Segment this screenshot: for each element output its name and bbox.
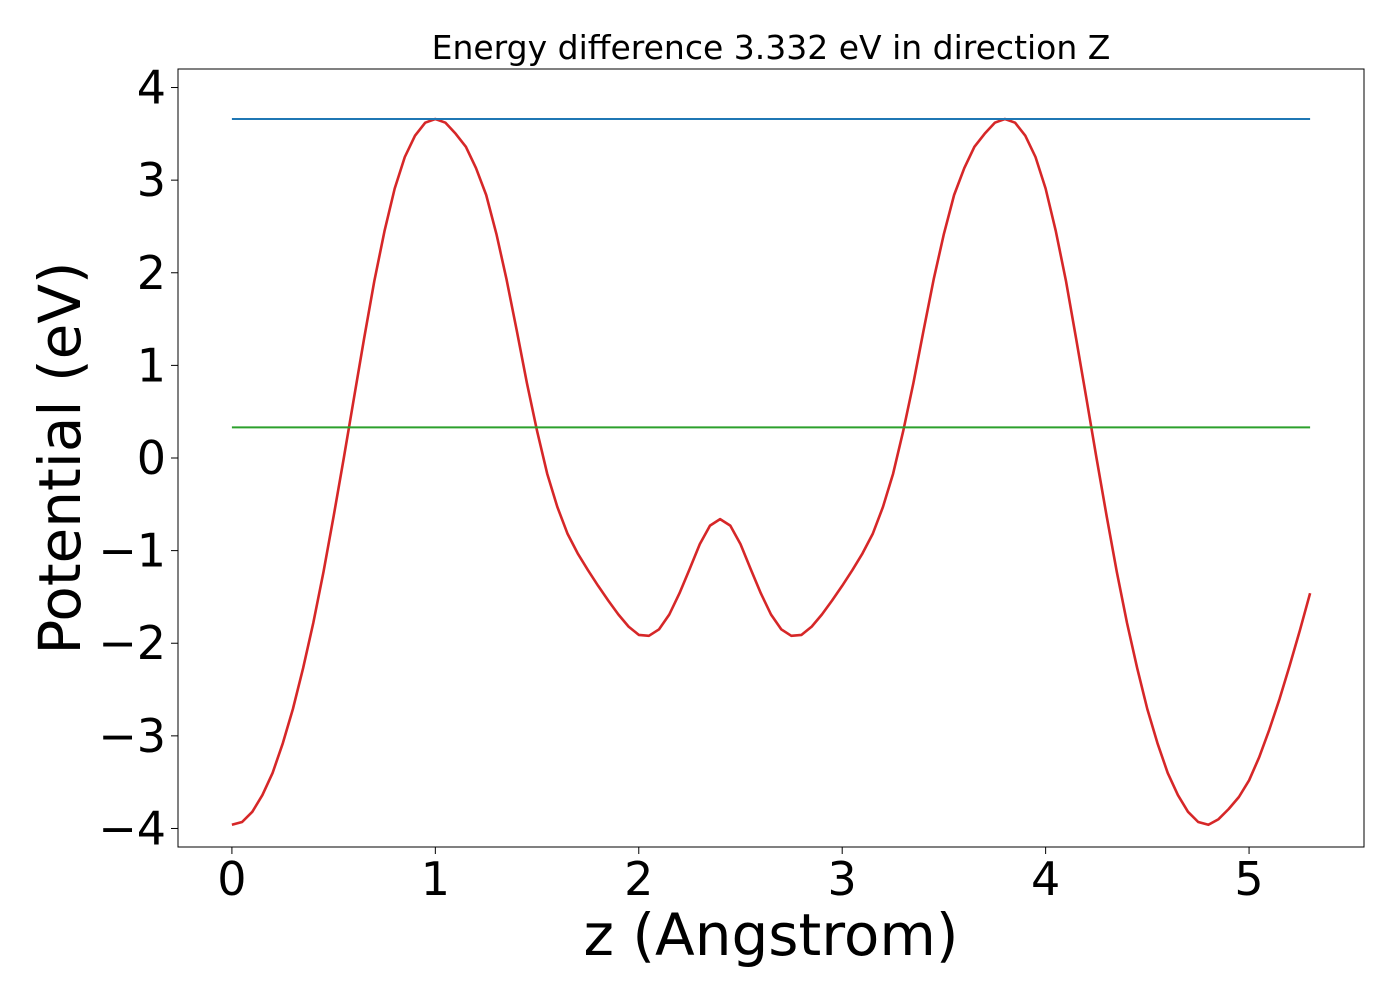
x-tick-label: 5 <box>1234 852 1263 906</box>
chart-title: Energy difference 3.332 eV in direction … <box>432 28 1111 67</box>
x-tick-label: 4 <box>1031 852 1060 906</box>
x-tick-label: 3 <box>828 852 857 906</box>
y-tick-label: 3 <box>137 153 166 207</box>
y-tick-label: 1 <box>137 338 166 392</box>
y-tick-label: −1 <box>98 524 166 578</box>
series-layer <box>231 117 1312 827</box>
y-axis-label: Potential (eV) <box>26 261 94 654</box>
y-tick-label: −2 <box>98 616 166 670</box>
y-tick-label: −4 <box>98 801 166 855</box>
x-axis: 0 1 2 3 4 5 <box>217 847 1264 906</box>
x-axis-label: z (Angstrom) <box>584 901 959 969</box>
x-tick-label: 0 <box>217 852 246 906</box>
y-tick-label: 2 <box>137 246 166 300</box>
y-tick-label: 4 <box>137 61 166 115</box>
x-tick-label: 1 <box>421 852 450 906</box>
series-line-0 <box>231 117 1312 827</box>
x-tick-label: 2 <box>624 852 653 906</box>
y-tick-label: −3 <box>98 709 166 763</box>
y-axis: −4 −3 −2 −1 0 1 2 3 4 <box>98 61 178 855</box>
y-tick-label: 0 <box>137 431 166 485</box>
